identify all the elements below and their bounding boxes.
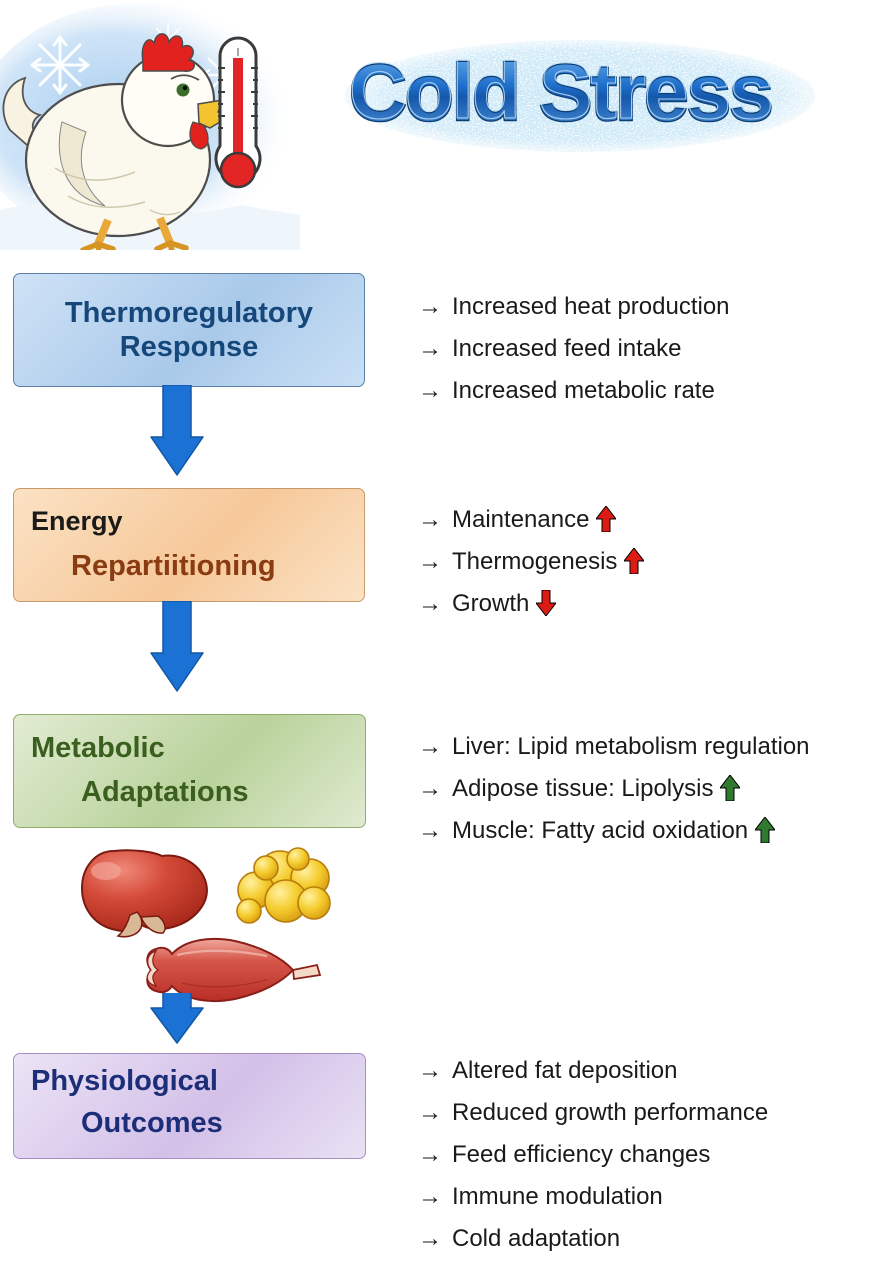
svg-text:Cold Stress: Cold Stress [349,46,772,135]
